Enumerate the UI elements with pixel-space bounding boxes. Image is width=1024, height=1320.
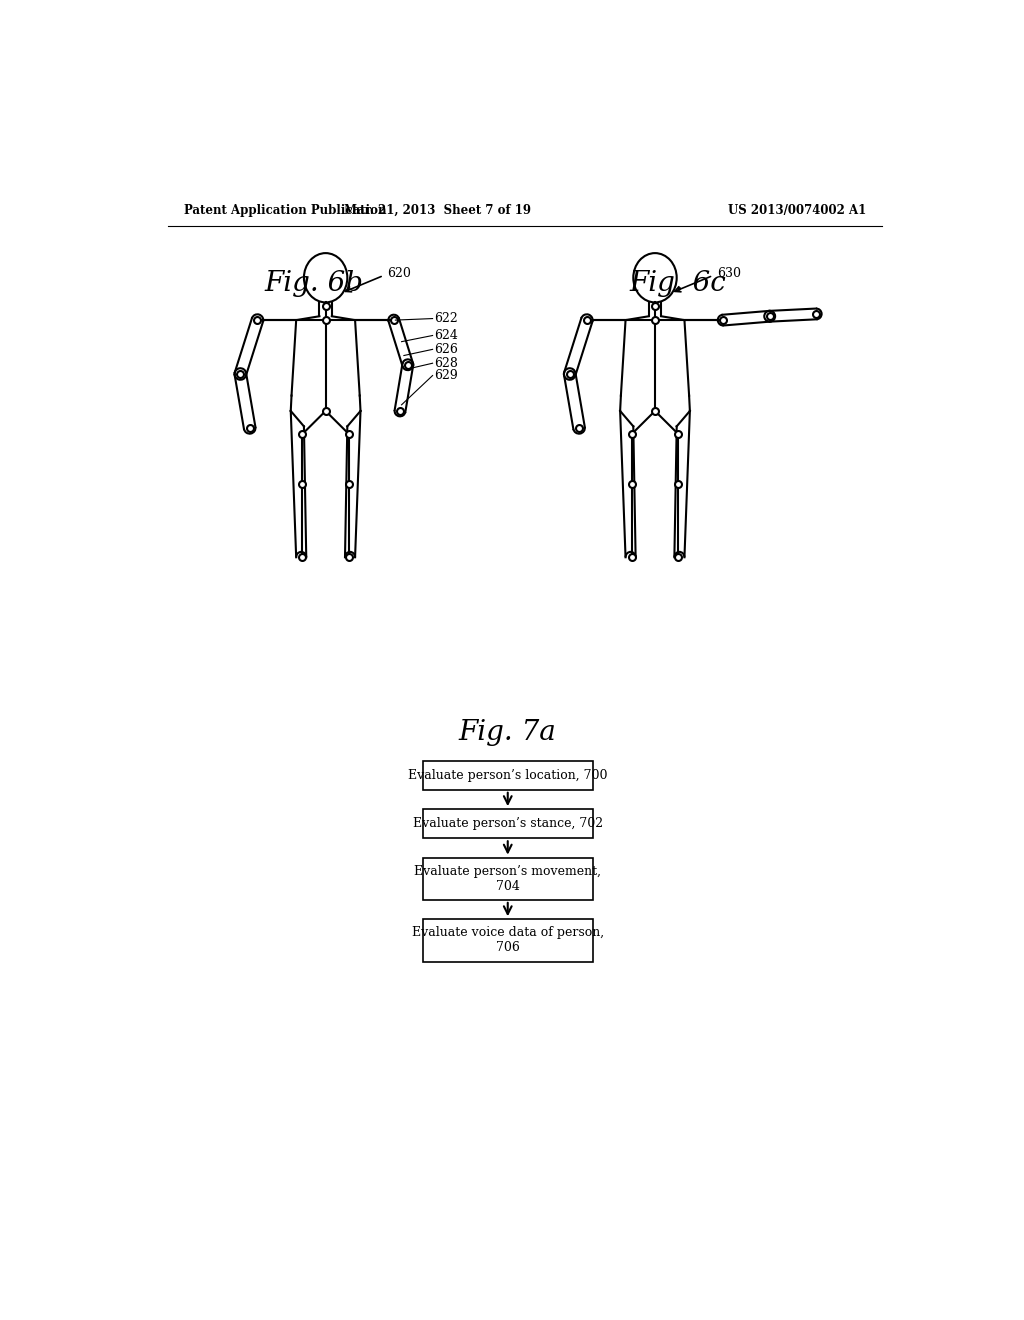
Bar [423, 919, 593, 961]
Text: 626: 626 [434, 343, 458, 356]
Text: Evaluate person’s location, 700: Evaluate person’s location, 700 [408, 768, 607, 781]
Text: US 2013/0074002 A1: US 2013/0074002 A1 [727, 205, 866, 218]
Text: Fig. 7a: Fig. 7a [459, 718, 557, 746]
Text: 620: 620 [388, 268, 412, 280]
Text: Fig. 6b: Fig. 6b [264, 271, 364, 297]
Text: Patent Application Publication: Patent Application Publication [183, 205, 386, 218]
Text: 622: 622 [434, 312, 458, 325]
Text: Fig. 6c: Fig. 6c [630, 271, 727, 297]
Text: 629: 629 [434, 370, 458, 381]
Text: Evaluate person’s movement,
704: Evaluate person’s movement, 704 [415, 865, 601, 892]
Bar [423, 760, 593, 789]
Bar [423, 858, 593, 900]
Text: Evaluate person’s stance, 702: Evaluate person’s stance, 702 [413, 817, 603, 830]
Text: 630: 630 [717, 268, 741, 280]
Text: Evaluate voice data of person,
706: Evaluate voice data of person, 706 [412, 927, 604, 954]
Bar [423, 809, 593, 838]
Text: Mar. 21, 2013  Sheet 7 of 19: Mar. 21, 2013 Sheet 7 of 19 [344, 205, 531, 218]
Text: 628: 628 [434, 356, 458, 370]
Text: 624: 624 [434, 329, 458, 342]
